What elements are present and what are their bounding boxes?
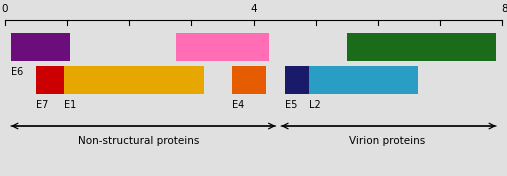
Bar (64, 66, 204, 94)
Text: E4: E4 (232, 100, 244, 110)
Text: 4: 4 (250, 4, 257, 14)
Text: Non-structural proteins: Non-structural proteins (78, 136, 199, 146)
Bar (284, 66, 309, 94)
Text: 8 kbp: 8 kbp (502, 4, 507, 14)
Bar (36, 66, 64, 94)
Text: E7: E7 (36, 100, 49, 110)
Bar (232, 66, 266, 94)
Text: Virion proteins: Virion proteins (349, 136, 425, 146)
Bar (11, 33, 70, 61)
Text: E5: E5 (284, 100, 297, 110)
Text: L1: L1 (347, 67, 358, 77)
Text: E1: E1 (64, 100, 77, 110)
Bar (176, 33, 269, 61)
Text: 0: 0 (2, 4, 8, 14)
Bar (347, 33, 496, 61)
Bar (309, 66, 418, 94)
Text: E6: E6 (11, 67, 23, 77)
Text: L2: L2 (309, 100, 321, 110)
Text: E2: E2 (176, 67, 188, 77)
